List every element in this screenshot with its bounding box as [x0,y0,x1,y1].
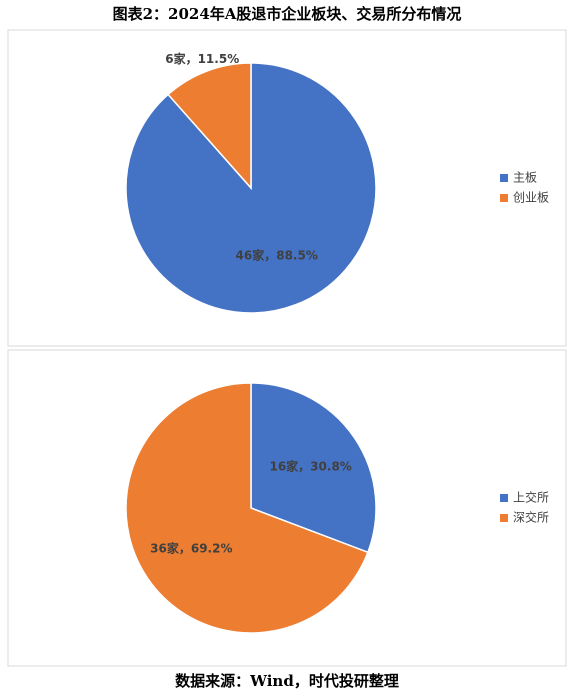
legend-swatch [500,174,508,182]
data-label: 36家，69.2% [150,541,232,556]
chart-frame [7,349,567,667]
pie-slice [167,62,252,190]
legend-label: 主板 [513,171,537,185]
legend-label: 上交所 [513,490,549,505]
source: 数据来源：Wind，时代投研整理 [175,672,399,690]
data-label: 46家，88.5% [236,247,318,262]
data-label: 16家，30.8% [269,458,351,473]
pie-slice [125,382,369,634]
data-label: 6家，11.5% [165,51,239,66]
legend-label: 深交所 [513,510,549,525]
legend-swatch [500,494,508,502]
legend-swatch [500,514,508,522]
legend-label: 创业板 [513,191,549,205]
pie-slice [250,382,377,554]
chart-frame [7,29,567,347]
page-title: 图表2：2024年A股退市企业板块、交易所分布情况 [113,5,462,23]
legend-swatch [500,194,508,202]
